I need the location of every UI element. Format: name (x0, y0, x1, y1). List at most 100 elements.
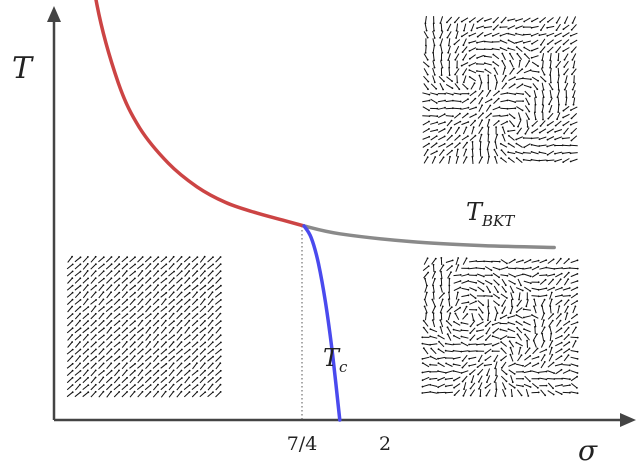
spin-arrow-head (534, 118, 537, 121)
spin-arrow-head (428, 142, 430, 145)
spin-arrow (129, 320, 136, 327)
spin-arrow (463, 23, 467, 31)
spin-arrow-head (492, 53, 495, 56)
spin-arrow-head (443, 292, 445, 295)
spin-arrow (98, 284, 104, 292)
spin-arrow (192, 362, 198, 370)
spin-arrow-head (95, 263, 97, 265)
spin-arrow (570, 293, 578, 299)
spin-arrow (533, 90, 537, 98)
spin-arrow (183, 349, 191, 355)
spin-arrow (469, 113, 477, 118)
spin-arrow-head (483, 40, 486, 43)
spin-arrow (160, 270, 167, 277)
spin-arrow-head (535, 96, 537, 99)
spin-arrow-head (431, 319, 434, 321)
spin-arrow (549, 60, 552, 68)
spin-arrow-head (87, 391, 90, 394)
spin-arrow (121, 327, 128, 334)
spin-arrow (82, 391, 89, 398)
spin-arrow-head (505, 82, 507, 85)
spin-arrow-head (211, 305, 214, 308)
spin-arrow (534, 97, 536, 105)
spin-arrow (431, 271, 436, 279)
spin-arrow (121, 334, 128, 341)
spin-arrow-head (196, 376, 199, 379)
spin-arrow-head (149, 348, 152, 351)
spin-arrow (557, 90, 560, 98)
spin-arrow (90, 306, 96, 313)
spin-arrow (555, 355, 562, 361)
spin-arrow (548, 354, 553, 362)
spin-arrow (152, 306, 159, 312)
spin-arrow-head (149, 277, 152, 280)
spin-arrow-head (427, 65, 430, 68)
spin-arrow (485, 383, 492, 389)
spin-arrow (152, 363, 159, 369)
spin-arrow-head (212, 377, 214, 379)
spin-arrow-head (141, 305, 144, 308)
spin-arrow (153, 327, 159, 334)
spin-arrow (446, 127, 452, 134)
spin-arrow-head (467, 121, 470, 123)
spin-arrow-head (544, 394, 547, 397)
spin-arrow (485, 389, 491, 396)
x-axis-arrow-icon (620, 413, 636, 427)
spin-arrow-head (421, 371, 424, 374)
spin-arrow (129, 363, 136, 369)
spin-arrow (137, 349, 144, 355)
spin-arrow (557, 75, 560, 83)
spin-arrow (470, 320, 476, 327)
spin-arrow-head (531, 131, 533, 134)
spin-arrow-head (455, 37, 457, 39)
spin-arrow-head (559, 257, 562, 260)
spin-arrow-head (500, 157, 502, 160)
spin-arrow (500, 32, 508, 37)
spin-arrow (500, 266, 508, 270)
spin-arrow (555, 300, 562, 306)
spin-arrow (570, 321, 578, 326)
spin-arrow (562, 113, 570, 118)
spin-arrow (508, 129, 516, 132)
spin-arrow (191, 377, 198, 384)
spin-arrow (438, 135, 445, 141)
spin-arrow (129, 348, 136, 355)
spin-arrow (454, 389, 460, 396)
spin-arrow (199, 377, 206, 384)
spin-arrow-head (544, 80, 547, 83)
spin-arrow-head (553, 286, 555, 289)
spin-arrow (74, 285, 81, 291)
spin-arrow (432, 45, 435, 53)
spin-arrow-head (470, 29, 473, 32)
spin-arrow (541, 104, 545, 113)
spin-arrow-head (475, 106, 477, 109)
spin-arrow-head (180, 390, 183, 393)
spin-arrow (540, 361, 546, 369)
spin-arrow-head (459, 120, 462, 123)
spin-arrow-head (548, 326, 551, 328)
spin-arrow-head (505, 373, 508, 376)
spin-arrow-head (494, 74, 496, 77)
spin-arrow (531, 370, 539, 374)
spin-arrow-head (441, 66, 444, 69)
spin-arrow (556, 16, 561, 24)
spin-arrow-head (439, 44, 442, 47)
spin-arrow (501, 278, 507, 286)
spin-arrow (515, 273, 524, 277)
spin-arrow (557, 306, 560, 314)
spin-arrow-head (421, 362, 424, 364)
spin-arrow-head (126, 263, 128, 266)
spin-arrow-head (437, 348, 440, 351)
spin-arrow (438, 376, 445, 381)
spin-arrow-head (476, 48, 478, 51)
spin-arrow-head (537, 295, 540, 298)
spin-arrow (523, 273, 531, 277)
spin-arrow (67, 277, 73, 284)
spin-arrow (563, 127, 569, 134)
spin-arrow (524, 362, 531, 368)
spin-arrow-head (481, 97, 484, 99)
spin-arrow-head (509, 312, 512, 315)
spin-arrow (494, 75, 498, 83)
spin-arrow (445, 259, 453, 263)
spin-arrow (431, 299, 436, 307)
